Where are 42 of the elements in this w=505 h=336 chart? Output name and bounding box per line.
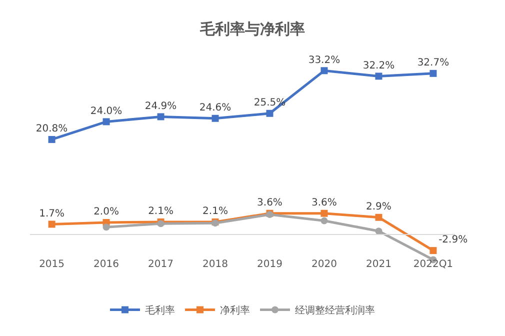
data-label: 3.6%: [257, 197, 282, 208]
point: [48, 136, 56, 143]
data-label: 24.9%: [144, 100, 177, 112]
point: [102, 224, 110, 231]
point: [430, 247, 437, 254]
point: [430, 70, 437, 77]
data-label: 3.6%: [312, 197, 337, 208]
legend-label: 毛利率: [145, 304, 175, 317]
data-label: 24.0%: [90, 106, 122, 117]
legend-label: 净利率: [220, 304, 250, 317]
point: [320, 67, 328, 74]
data-label: 2.0%: [94, 206, 119, 218]
x-tick-label: 2022Q1: [413, 258, 454, 270]
point: [320, 217, 328, 224]
x-tick-label: 2017: [148, 258, 174, 270]
data-label: 2.9%: [366, 201, 392, 212]
x-tick-label: 2015: [39, 258, 65, 270]
point: [212, 114, 219, 122]
point: [375, 72, 382, 80]
chart-title: 毛利率与净利率: [199, 20, 305, 38]
point: [102, 118, 110, 126]
x-tick-label: 2019: [257, 258, 282, 270]
data-label: 20.8%: [36, 124, 68, 135]
x-tick-label: 2018: [202, 258, 228, 270]
data-label: 2.1%: [202, 206, 228, 218]
legend-label: 经调整经营利润率: [295, 304, 375, 317]
data-label: 32.2%: [362, 60, 395, 72]
point: [375, 228, 382, 235]
data-label: 33.2%: [308, 54, 340, 66]
data-label: 24.6%: [199, 102, 232, 114]
point: [157, 113, 164, 120]
x-tick-label: 2016: [94, 258, 120, 270]
data-label: 32.7%: [417, 58, 450, 69]
point: [48, 220, 56, 228]
data-label: 1.7%: [39, 208, 64, 220]
x-tick-label: 2020: [312, 258, 337, 270]
point: [320, 210, 328, 217]
point: [375, 214, 382, 221]
point: [266, 110, 274, 117]
data-label: -2.9%: [438, 234, 468, 246]
x-tick-label: 2021: [366, 258, 392, 270]
data-label: 2.1%: [148, 206, 174, 218]
